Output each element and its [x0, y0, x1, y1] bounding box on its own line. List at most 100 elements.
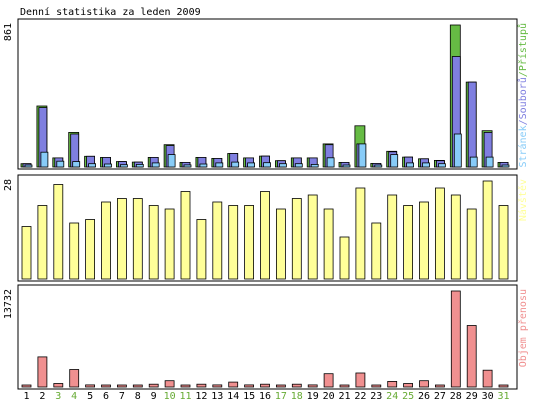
bar-visits-26: [419, 201, 429, 280]
bar-Stránek-23: [374, 164, 383, 168]
legend-part: Objem přenosu: [517, 289, 529, 367]
x-tick-label: 22: [354, 391, 366, 402]
bar-Stránek-29: [469, 156, 478, 168]
bar-volume-1: [21, 384, 32, 388]
legend-part: Stránek: [517, 125, 529, 167]
bar-Stránek-4: [72, 161, 81, 168]
chart-title: Denní statistika za leden 2009: [20, 6, 201, 18]
bar-volume-8: [132, 384, 143, 388]
bar-Stránek-31: [501, 164, 510, 168]
x-tick-label: 3: [55, 391, 61, 402]
bar-Stránek-19: [310, 163, 319, 168]
bar-Stránek-24: [390, 154, 399, 168]
bar-visits-31: [498, 205, 509, 280]
x-tick-label: 13: [211, 391, 223, 402]
bar-volume-7: [117, 384, 127, 388]
x-tick-label: 4: [71, 391, 77, 402]
x-tick-label: 26: [418, 391, 430, 402]
bar-volume-14: [228, 381, 239, 388]
x-tick-label: 14: [227, 391, 239, 402]
bar-volume-22: [355, 372, 366, 388]
bar-visits-6: [101, 201, 111, 280]
x-tick-label: 5: [87, 391, 93, 402]
legend-part: Souborů: [517, 77, 529, 119]
bar-visits-15: [244, 205, 255, 280]
x-tick-label: 12: [195, 391, 207, 402]
bar-volume-27: [434, 384, 445, 388]
bar-visits-30: [482, 180, 493, 280]
bar-volume-15: [244, 384, 255, 388]
bar-visits-9: [148, 205, 159, 280]
bar-visits-3: [53, 184, 64, 280]
x-tick-label: 6: [103, 391, 109, 402]
bar-Stránek-13: [215, 162, 224, 168]
bar-visits-19: [307, 194, 318, 280]
panel-max-label-visits: 28: [3, 179, 14, 191]
bar-visits-27: [434, 187, 445, 280]
panel-legend-volume: Objem přenosu: [517, 289, 529, 367]
x-tick-label: 16: [259, 391, 271, 402]
x-tick-label: 17: [275, 391, 287, 402]
bar-volume-11: [180, 384, 191, 388]
bar-visits-23: [371, 222, 382, 280]
x-tick-label: 18: [291, 391, 303, 402]
bar-Stránek-14: [231, 161, 240, 168]
bar-Stránek-22: [358, 143, 367, 168]
bar-volume-23: [371, 384, 382, 388]
x-tick-label: 11: [179, 391, 191, 402]
bar-visits-14: [228, 205, 239, 280]
bar-volume-5: [85, 384, 95, 388]
bar-Stránek-6: [104, 163, 112, 168]
x-tick-label: 21: [338, 391, 350, 402]
panel-hits: [17, 18, 518, 170]
x-tick-label: 25: [402, 391, 414, 402]
x-tick-label: 23: [370, 391, 382, 402]
bar-Stránek-27: [437, 163, 446, 168]
bar-visits-10: [164, 208, 175, 280]
bar-Stránek-28: [453, 133, 462, 168]
bar-volume-3: [53, 383, 64, 388]
bar-volume-9: [148, 383, 159, 388]
panel-max-label-volume: 13732: [3, 289, 14, 319]
bar-Stránek-12: [199, 163, 208, 168]
x-tick-label: 27: [434, 391, 446, 402]
bar-volume-20: [323, 373, 334, 388]
bar-Stránek-25: [406, 162, 415, 168]
bar-volume-18: [291, 383, 302, 388]
bar-Stránek-16: [263, 162, 271, 168]
bar-volume-12: [196, 383, 207, 388]
bar-volume-29: [466, 325, 477, 388]
legend-part: /: [518, 71, 529, 77]
bar-visits-24: [387, 194, 398, 280]
bar-volume-31: [498, 384, 509, 388]
bar-Stránek-11: [183, 164, 192, 168]
bar-Stránek-20: [326, 157, 335, 168]
x-tick-label: 29: [466, 391, 478, 402]
legend-part: Přístupů: [517, 23, 529, 71]
bar-volume-21: [339, 384, 350, 388]
x-tick-label: 2: [39, 391, 45, 402]
bar-visits-11: [180, 191, 191, 280]
bar-visits-4: [69, 222, 80, 280]
x-tick-label: 19: [307, 391, 319, 402]
panel-legend-visits: Návštěv: [517, 179, 529, 221]
panel-legend-hits: Stránek/Souborů/Přístupů: [517, 23, 529, 168]
bar-volume-26: [419, 380, 429, 388]
bar-visits-25: [403, 205, 414, 280]
bar-visits-20: [323, 208, 334, 280]
bar-volume-19: [307, 384, 318, 388]
x-tick-label: 8: [135, 391, 141, 402]
bar-volume-17: [275, 384, 286, 388]
bar-volume-30: [482, 369, 493, 388]
x-tick-label: 15: [243, 391, 255, 402]
bar-Stránek-26: [422, 162, 430, 168]
bar-visits-1: [21, 226, 32, 280]
panel-volume: [17, 284, 518, 390]
x-tick-label: 9: [151, 391, 157, 402]
x-tick-label: 10: [164, 391, 176, 402]
bar-visits-29: [466, 208, 477, 280]
bar-visits-18: [291, 198, 302, 280]
bar-Stránek-9: [151, 162, 160, 168]
